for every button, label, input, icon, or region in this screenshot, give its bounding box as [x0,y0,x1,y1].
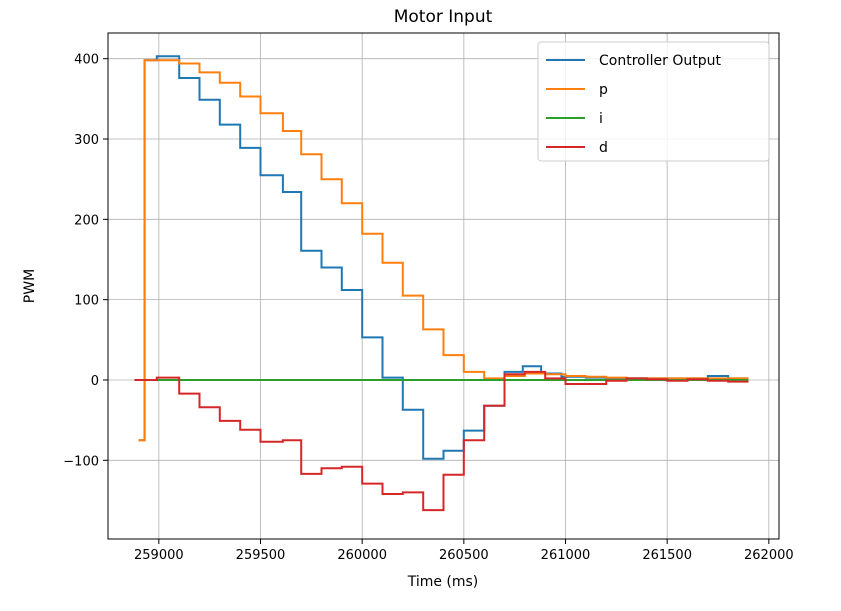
y-axis-ticks: −100 0 100 200 300 400 [63,53,108,469]
series-line-p [138,59,749,442]
plot-frame [107,32,780,540]
x-tick-label: 261500 [642,548,692,563]
y-axis-label: PWM [22,269,38,303]
x-tick-label: 262000 [744,548,794,563]
x-axis-label: Time (ms) [407,574,479,590]
legend-label-controller-output: Controller Output [599,53,721,69]
y-tick-label: 400 [74,53,99,68]
y-tick-label: 200 [74,213,99,228]
chart-title: Motor Input [394,7,493,27]
x-axis-ticks: 259000 259500 260000 260500 261000 261500 2620… [134,539,794,563]
series-line-d [134,370,749,512]
x-tick-label: 261000 [541,548,591,563]
y-tick-label: 300 [74,133,99,148]
x-tick-label: 259000 [134,548,184,563]
series-lines [134,55,749,512]
legend-label-p: p [599,82,608,98]
y-tick-label: 0 [91,374,99,389]
y-tick-label: −100 [63,454,99,469]
legend-box [537,41,770,162]
x-tick-label: 260000 [337,548,387,563]
y-tick-label: 100 [74,294,99,309]
legend-label-d: d [599,140,608,156]
legend-label-i: i [599,111,603,127]
x-tick-label: 260500 [439,548,489,563]
legend: Controller Output pid [537,41,770,162]
x-tick-label: 259500 [236,548,286,563]
